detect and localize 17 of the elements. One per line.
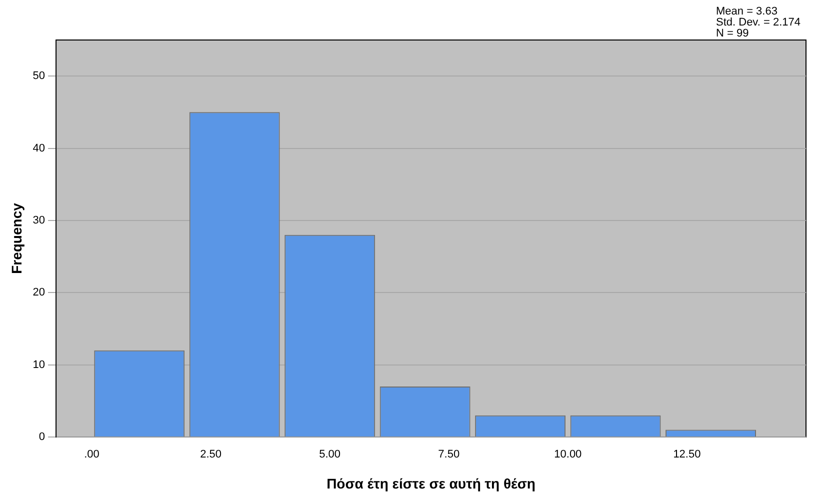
y-tick-label: 40: [32, 142, 46, 154]
x-tick-label: 5.00: [319, 448, 341, 461]
x-tick-label: 2.50: [200, 448, 222, 461]
y-tick-label: 20: [32, 286, 46, 299]
text: Std. Dev. = 2.174: [716, 16, 800, 29]
x-axis-title: Πόσα έτη είστε σε αυτή τη θέση: [326, 475, 536, 492]
text: N = 99: [716, 28, 749, 40]
y-tick-label: 50: [32, 70, 46, 82]
y-tick-label: 0: [38, 431, 46, 444]
x-tick-label: 10.00: [554, 448, 582, 461]
y-tick-label: 10: [32, 358, 46, 371]
x-tick-label: .00: [84, 448, 100, 461]
x-tick-label: 7.50: [438, 448, 460, 461]
y-tick-label: 30: [32, 214, 46, 226]
y-axis-title: Frequency: [8, 202, 24, 274]
text: Mean = 3.63: [716, 6, 778, 18]
x-tick-label: 12.50: [673, 448, 701, 461]
